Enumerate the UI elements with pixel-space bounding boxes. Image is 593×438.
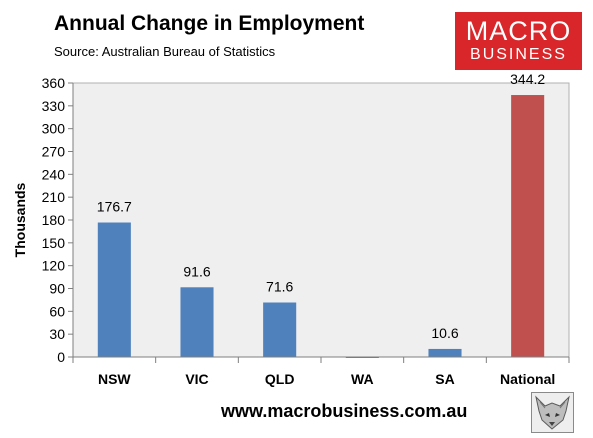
- bar-vic: [180, 287, 214, 357]
- bar-nsw: [97, 222, 131, 357]
- y-tick-label: 60: [49, 303, 65, 319]
- x-tick-label-nsw: NSW: [98, 371, 131, 387]
- chart-title: Annual Change in Employment: [54, 12, 365, 35]
- logo-line-macro: MACRO: [465, 16, 572, 46]
- y-tick-label: 150: [42, 235, 66, 251]
- data-label-qld: 71.6: [266, 279, 293, 295]
- y-axis-title: Thousands: [12, 182, 28, 257]
- y-tick-label: 120: [42, 258, 66, 274]
- x-tick-label-vic: VIC: [185, 371, 208, 387]
- y-tick-label: 300: [42, 121, 66, 137]
- data-label-national: 344.2: [510, 71, 545, 87]
- fox-head-icon: [531, 392, 574, 433]
- plot-area: [72, 82, 570, 358]
- y-tick-label: 330: [42, 98, 66, 114]
- bar-national: [511, 95, 545, 357]
- x-tick-label-national: National: [500, 371, 555, 387]
- macrobusiness-logo: MACRO BUSINESS: [455, 12, 582, 70]
- data-label-sa: 10.6: [431, 325, 458, 341]
- data-label-nsw: 176.7: [97, 199, 132, 215]
- x-tick-label-wa: WA: [351, 371, 374, 387]
- y-tick-label: 30: [49, 326, 65, 342]
- y-tick-label: 270: [42, 144, 66, 160]
- website-url: www.macrobusiness.com.au: [221, 401, 468, 421]
- y-tick-label: 240: [42, 166, 66, 182]
- x-tick-label-sa: SA: [435, 371, 454, 387]
- y-tick-label: 180: [42, 212, 66, 228]
- bar-qld: [263, 302, 297, 357]
- x-tick-label-qld: QLD: [265, 371, 295, 387]
- bar-sa: [428, 348, 462, 357]
- y-tick-label: 90: [49, 281, 65, 297]
- y-tick-label: 360: [42, 75, 66, 91]
- chart-source: Source: Australian Bureau of Statistics: [54, 44, 276, 59]
- y-tick-label: 0: [57, 349, 65, 365]
- data-label-vic: 91.6: [183, 263, 210, 279]
- y-tick-label: 210: [42, 189, 66, 205]
- logo-line-business: BUSINESS: [470, 46, 567, 63]
